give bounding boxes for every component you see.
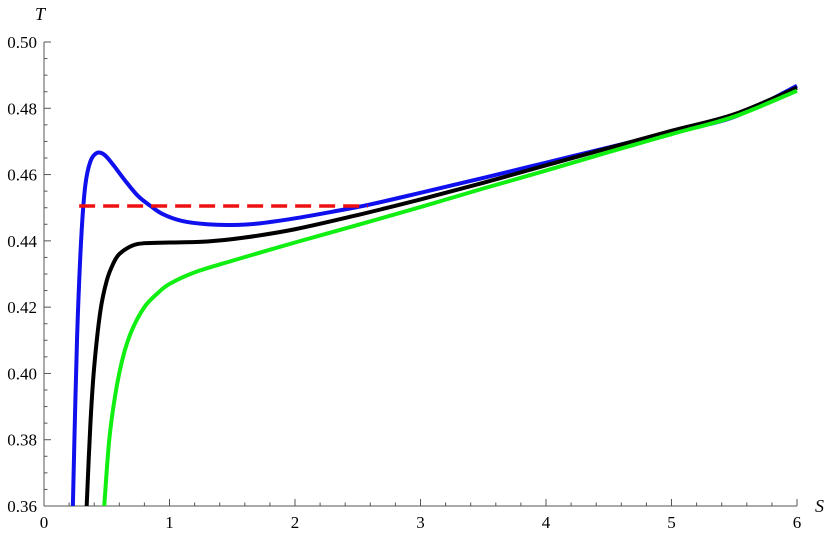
x-tick-label: 4 — [542, 513, 551, 532]
x-tick-label: 6 — [793, 513, 802, 532]
series-layer — [70, 83, 798, 506]
x-tick-label: 0 — [40, 513, 49, 532]
y-tick-label: 0.46 — [7, 166, 37, 185]
x-tick-label: 3 — [416, 513, 425, 532]
y-tick-label: 0.48 — [7, 99, 37, 118]
y-tick-label: 0.38 — [7, 431, 37, 450]
y-tick-label: 0.44 — [7, 232, 37, 251]
y-tick-label: 0.40 — [7, 364, 37, 383]
y-tick-label: 0.36 — [7, 497, 37, 516]
black-curve — [84, 85, 798, 506]
y-tick-label: 0.42 — [7, 298, 37, 317]
green-curve — [102, 88, 798, 506]
y-axis-title: T — [35, 4, 47, 24]
x-axis-title: S — [815, 496, 824, 516]
blue-curve — [70, 83, 798, 506]
x-tick-label: 5 — [667, 513, 676, 532]
plot-area — [70, 83, 798, 506]
labels: 0 1 2 3 4 5 6 0.36 0.38 0.40 0.42 0.44 0.46 0.48 0.50 — [7, 33, 801, 532]
y-tick-label: 0.50 — [7, 33, 37, 52]
x-tick-label: 2 — [291, 513, 300, 532]
axes — [43, 41, 798, 507]
x-tick-label: 1 — [165, 513, 174, 532]
